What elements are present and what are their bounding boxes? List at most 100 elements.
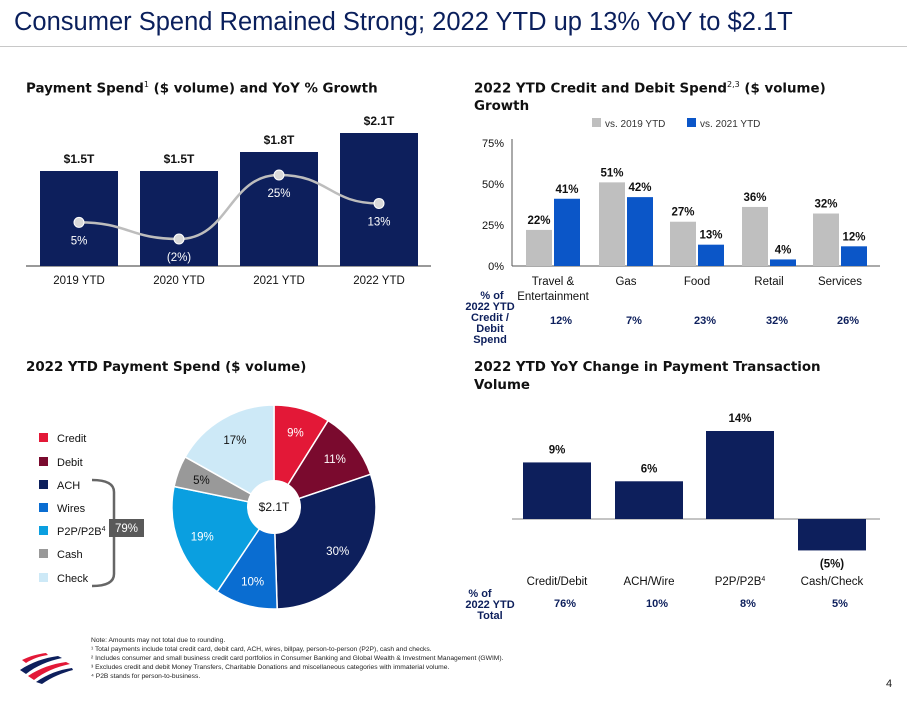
bar-label-2021: 4%: [775, 244, 792, 256]
bar-vs-2021: [627, 197, 653, 266]
share-row-label: 2022 YTD: [465, 599, 514, 611]
footnote-3: ³ Excludes credit and debit Money Transf…: [91, 664, 450, 671]
panel1-title-rest: ($ volume) and YoY % Growth: [148, 81, 378, 97]
bar-vs-2021: [770, 259, 796, 266]
share-row-label: Spend: [473, 334, 507, 346]
page-number: 4: [886, 678, 893, 690]
pie-center-hole: [247, 480, 301, 534]
legend-swatch: [39, 526, 48, 535]
spend-bar: [140, 171, 218, 266]
flag-logo-icon: [20, 653, 73, 684]
category-label: Gas: [615, 276, 636, 288]
panel3-title: 2022 YTD Payment Spend ($ volume): [26, 360, 307, 375]
transaction-bar: [523, 462, 591, 519]
share-row-label: % of: [468, 588, 492, 600]
share-value: 12%: [550, 315, 572, 327]
transaction-bar: [615, 481, 683, 519]
bar-label-2019: 27%: [671, 207, 694, 219]
spend-bar-label: $2.1T: [364, 114, 395, 128]
y-tick-label: 25%: [482, 220, 504, 232]
yoy-growth-point: [273, 169, 285, 181]
bar-vs-2019: [670, 221, 696, 266]
transaction-bar-label: (5%): [820, 558, 844, 570]
category-label: ACH/Wire: [623, 576, 674, 588]
legend-label: P2P/P2B4: [57, 526, 106, 538]
legend-label-2021: vs. 2021 YTD: [700, 119, 760, 130]
pie-slice-label: 17%: [223, 435, 246, 447]
category-label: Food: [684, 276, 710, 288]
category-label: Credit/Debit: [527, 576, 589, 588]
pie-slice-label: 9%: [287, 427, 304, 439]
bar-vs-2019: [742, 206, 768, 266]
y-tick-label: 75%: [482, 138, 504, 150]
spend-bar-label: $1.5T: [64, 152, 95, 166]
share-value: 8%: [740, 598, 756, 610]
share-row-label: % of: [480, 290, 504, 302]
transaction-bar-label: 6%: [641, 463, 658, 475]
footnote-4: ⁴ P2B stands for person-to-business.: [91, 673, 201, 680]
category-label: Services: [818, 276, 862, 288]
panel1-title-main: Payment Spend: [26, 81, 144, 97]
pie-slice: [273, 404, 330, 510]
panel1-title: Payment Spend1 ($ volume) and YoY % Grow…: [26, 76, 378, 98]
category-label-cont: Entertainment: [517, 291, 589, 303]
legend-swatch: [39, 573, 48, 582]
title-divider: [0, 46, 907, 47]
bar-label-2019: 22%: [527, 215, 550, 227]
legend-label-sup: 4: [102, 526, 106, 533]
share-value: 32%: [766, 315, 788, 327]
transaction-bar-label: 14%: [728, 413, 751, 425]
legend-label: Cash: [57, 549, 83, 561]
yoy-growth-point: [173, 233, 185, 245]
pie-slice: [272, 419, 372, 509]
share-value: 10%: [646, 598, 668, 610]
bar-label-2021: 12%: [842, 231, 865, 243]
category-label: Retail: [754, 276, 783, 288]
bar-label-2021: 13%: [699, 230, 722, 242]
yoy-growth-label: (2%): [167, 252, 191, 264]
pie-slice-label: 10%: [241, 577, 264, 589]
legend-label: Debit: [57, 457, 83, 469]
legend-swatch: [39, 457, 48, 466]
spend-bar-label: $1.5T: [164, 152, 195, 166]
bar-label-2021: 41%: [555, 184, 578, 196]
panel1-title-sup: 1: [143, 80, 149, 89]
transaction-bar: [798, 519, 866, 551]
yoy-growth-point: [373, 197, 385, 209]
panel2-title-line2: Growth: [474, 99, 530, 115]
share-row-label: 2022 YTD: [465, 301, 514, 313]
share-row-label: Debit: [476, 323, 504, 335]
pie-slice: [273, 473, 377, 610]
transaction-bar-label: 9%: [549, 444, 566, 456]
bracket-shape: [91, 478, 116, 588]
share-row-label: Credit /: [471, 312, 509, 324]
x-tick-label: 2020 YTD: [153, 275, 205, 287]
legend-label: Credit: [57, 433, 86, 445]
pie-slice-label: 30%: [326, 546, 349, 558]
legend-swatch: [39, 433, 48, 442]
share-row-label: Total: [477, 610, 502, 622]
share-value: 26%: [837, 315, 859, 327]
legend-swatch-2019: [592, 118, 601, 127]
pie-slice-label: 11%: [324, 454, 346, 466]
category-label: Travel &: [532, 276, 575, 288]
yoy-growth-line: [78, 173, 380, 241]
legend-swatch: [39, 503, 48, 512]
panel2-title-sup: 2,3: [726, 80, 740, 89]
legend-label: Wires: [57, 503, 86, 515]
legend-swatch: [39, 480, 48, 489]
share-value: 23%: [694, 315, 716, 327]
panel2-title-line1: 2022 YTD Credit and Debit Spend: [474, 81, 727, 97]
bracket-label: 79%: [115, 523, 138, 535]
yoy-growth-label: 13%: [367, 216, 390, 228]
footnote-2: ² Includes consumer and small business c…: [91, 655, 504, 662]
pie-slice-label: 5%: [193, 475, 210, 487]
x-tick-label: 2022 YTD: [353, 275, 405, 287]
legend-label: Check: [57, 573, 89, 585]
pie-slice: [184, 404, 275, 509]
category-label: Cash/Check: [801, 576, 864, 588]
footnote-1: ¹ Total payments include total credit ca…: [91, 646, 432, 653]
category-label: P2P/P2B4: [715, 576, 766, 588]
pie-slice: [216, 504, 278, 610]
bar-label-2019: 36%: [743, 192, 766, 204]
